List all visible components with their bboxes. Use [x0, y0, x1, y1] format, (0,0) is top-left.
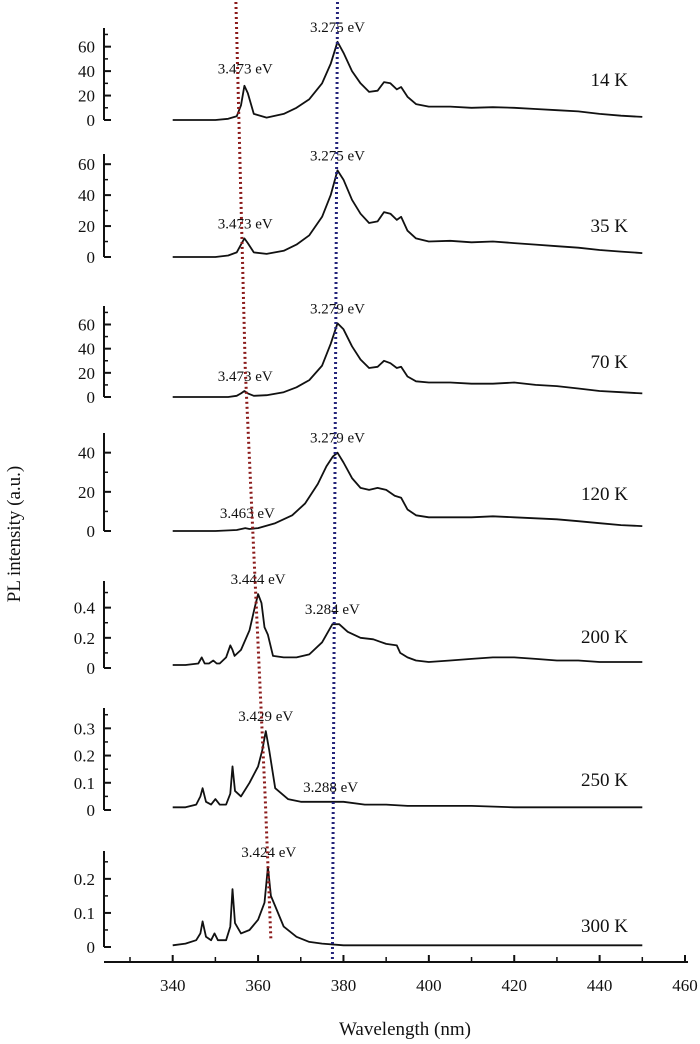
temperature-label: 14 K: [591, 70, 629, 91]
x-axis-title: Wavelength (nm): [339, 1019, 471, 1040]
y-tick-label: 60: [78, 38, 95, 57]
peak-energy-label: 3.473 eV: [218, 61, 273, 77]
spectrum-panel: 0 20 40 3.463 eV 3.279 eV 120 K: [78, 431, 643, 541]
spectrum-curve: [172, 322, 643, 398]
spectrum-panel: 0 0.1 0.2 0.3 3.429 eV 3.288 eV 250 K: [74, 708, 643, 820]
y-tick-label: 20: [78, 217, 95, 236]
y-tick-label: 0: [87, 111, 96, 130]
peak-energy-label: 3.279 eV: [310, 301, 365, 317]
x-axis-ticks: 340 360 380 400 420 440 460: [129, 955, 698, 995]
spectra-panels: 0 20 40 60 3.473 eV 3.275 eV 14 K 0 20 40 60 3.473 …: [74, 20, 643, 957]
temperature-label: 70 K: [591, 352, 629, 373]
peak-energy-label: 3.288 eV: [303, 780, 358, 796]
x-tick-label: 360: [245, 976, 271, 995]
peak-energy-label: 3.444 eV: [231, 572, 286, 588]
temperature-label: 250 K: [581, 770, 628, 791]
y-tick-label: 0: [87, 659, 96, 678]
y-tick-label: 0: [87, 801, 96, 820]
y-tick-label: 40: [78, 186, 95, 205]
spectrum-curve: [172, 866, 643, 947]
y-tick-label: 60: [78, 316, 95, 335]
y-tick-label: 20: [78, 364, 95, 383]
y-tick-label: 0.2: [74, 747, 95, 766]
temperature-label: 200 K: [581, 627, 628, 648]
spectrum-curve: [172, 169, 643, 258]
y-tick-label: 40: [78, 62, 95, 81]
x-tick-label: 380: [331, 976, 357, 995]
spectrum-curve: [172, 593, 643, 666]
spectrum-curve: [172, 451, 643, 532]
spectrum-panel: 0 0.2 0.4 3.444 eV 3.284 eV 200 K: [74, 572, 643, 678]
x-tick-label: 440: [587, 976, 613, 995]
y-tick-label: 20: [78, 87, 95, 106]
peak-energy-label: 3.473 eV: [218, 216, 273, 232]
x-tick-label: 420: [501, 976, 527, 995]
y-tick-label: 0: [87, 938, 96, 957]
y-axis-title: PL intensity (a.u.): [4, 466, 25, 603]
temperature-label: 300 K: [581, 916, 628, 937]
y-tick-label: 20: [78, 483, 95, 502]
spectrum-curve: [172, 730, 643, 809]
y-tick-label: 0.2: [74, 629, 95, 648]
y-tick-label: 0.1: [74, 774, 95, 793]
y-tick-label: 40: [78, 340, 95, 359]
y-tick-label: 0.2: [74, 870, 95, 889]
y-tick-label: 0: [87, 388, 96, 407]
peak-energy-label: 3.284 eV: [305, 602, 360, 618]
peak-guide-lines: [234, 1, 339, 963]
y-tick-label: 0.3: [74, 719, 95, 738]
temperature-label: 35 K: [591, 216, 629, 237]
y-tick-label: 60: [78, 155, 95, 174]
x-axis: 340 360 380 400 420 440 460: [104, 955, 698, 995]
x-tick-label: 400: [416, 976, 442, 995]
peak-energy-label: 3.279 eV: [310, 431, 365, 447]
peak-energy-label: 3.463 eV: [220, 506, 275, 522]
x-tick-label: 460: [672, 976, 698, 995]
spectrum-panel: 0 20 40 60 3.473 eV 3.275 eV 35 K: [78, 148, 643, 267]
y-tick-label: 0.1: [74, 904, 95, 923]
y-tick-label: 0: [87, 522, 96, 541]
spectrum-curve: [172, 40, 643, 121]
red-guide-line: [234, 1, 273, 941]
peak-energy-label: 3.429 eV: [238, 709, 293, 725]
y-tick-label: 0.4: [74, 599, 96, 618]
y-tick-label: 40: [78, 444, 95, 463]
temperature-label: 120 K: [581, 484, 628, 505]
blue-guide-line: [330, 1, 339, 963]
y-tick-label: 0: [87, 248, 96, 267]
peak-energy-label: 3.275 eV: [310, 148, 365, 164]
x-tick-label: 340: [160, 976, 186, 995]
